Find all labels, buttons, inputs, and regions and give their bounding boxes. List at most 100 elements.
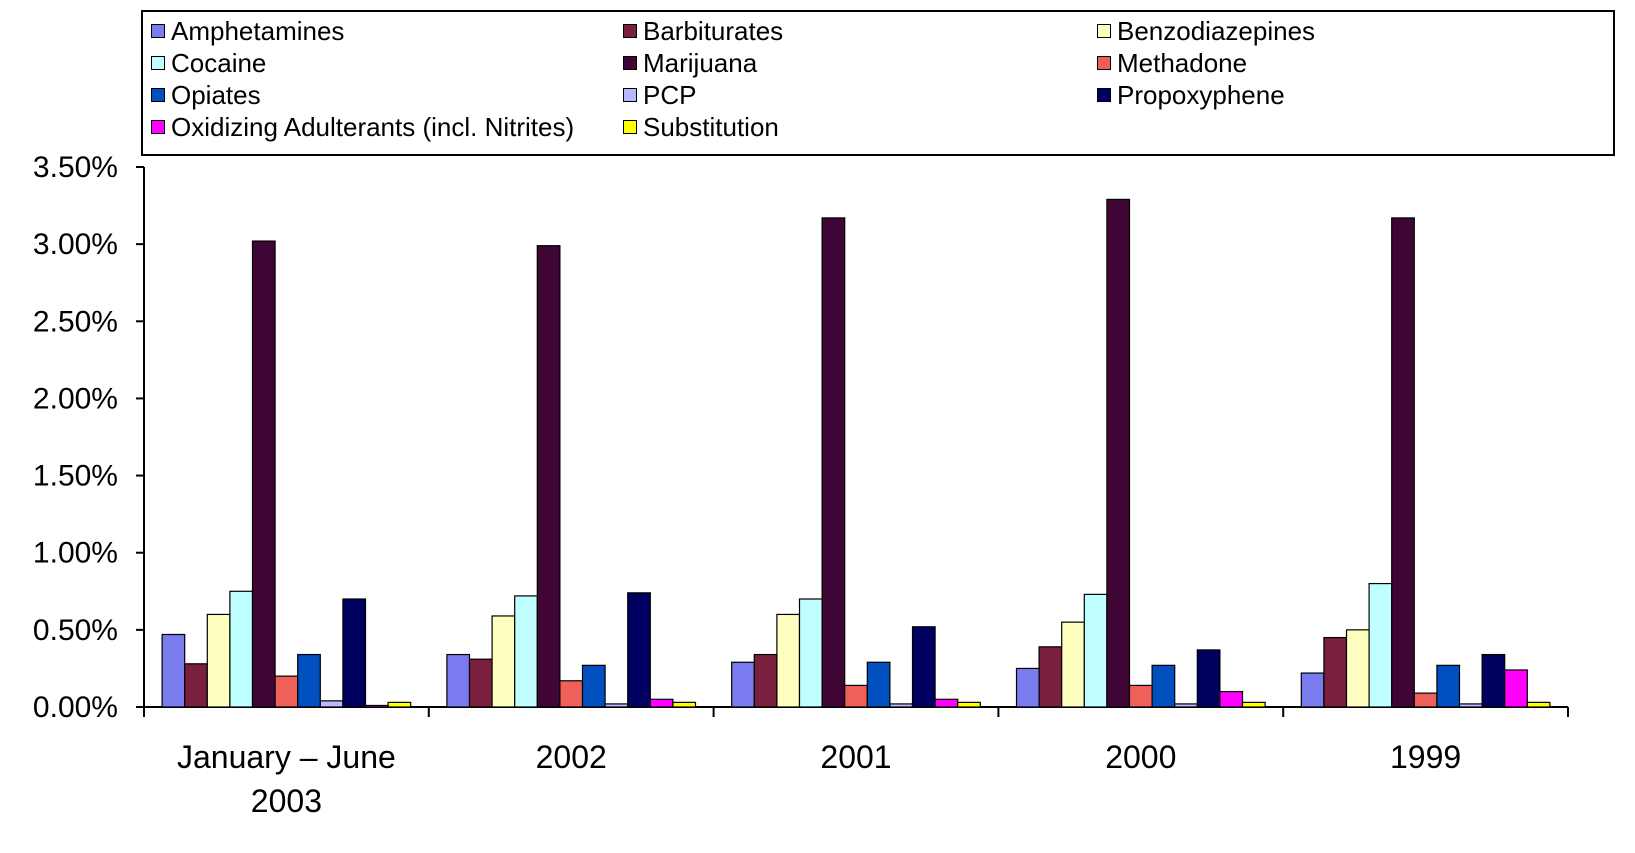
legend-item-amphetamines: Amphetamines	[151, 16, 344, 46]
bar-propoxyphene	[911, 626, 936, 708]
bar-methadone	[844, 684, 868, 708]
bar-marijuana	[536, 245, 561, 708]
legend-label: Marijuana	[643, 48, 758, 78]
y-tick-label: 3.50%	[33, 151, 118, 184]
bar-pcp	[1458, 703, 1483, 708]
x-tick-label: 2001	[820, 739, 891, 775]
legend-swatch	[1097, 88, 1111, 102]
y-tick-label: 0.00%	[33, 691, 118, 724]
legend-label: Propoxyphene	[1117, 80, 1285, 110]
x-tick-label: 1999	[1390, 739, 1461, 775]
y-tick-label: 2.50%	[33, 305, 118, 338]
y-tick-label: 3.00%	[33, 228, 118, 261]
bar-propoxyphene	[342, 598, 367, 708]
legend-label: Oxidizing Adulterants (incl. Nitrites)	[171, 112, 575, 142]
x-tick-label: January – June 2003	[177, 739, 396, 819]
bar-methadone	[1128, 684, 1153, 708]
legend-swatch	[623, 56, 637, 70]
bar-opiates	[866, 661, 891, 708]
bar-methadone	[1413, 692, 1438, 708]
legend-item-benzodiazepines: Benzodiazepines	[1097, 16, 1315, 46]
bar-cocaine	[1368, 582, 1393, 708]
bar-substitution	[672, 701, 697, 708]
bar-pcp	[319, 700, 344, 708]
legend-item-marijuana: Marijuana	[623, 48, 757, 78]
bar-propoxyphene	[1481, 653, 1506, 708]
bar-propoxyphene	[627, 592, 651, 708]
bar-substitution	[957, 701, 981, 708]
bar-amphetamines	[731, 661, 755, 708]
legend-item-propoxyphene: Propoxyphene	[1097, 80, 1285, 110]
legend-swatch	[151, 120, 165, 134]
bar-barbiturates	[184, 663, 208, 708]
bar-cocaine	[514, 595, 538, 708]
bar-marijuana	[821, 217, 846, 708]
bar-substitution	[1241, 701, 1266, 708]
bar-methadone	[559, 680, 584, 708]
legend-item-oxidizing-adulterants-incl-nitrites: Oxidizing Adulterants (incl. Nitrites)	[151, 112, 574, 142]
bar-marijuana	[251, 240, 276, 708]
bar-propoxyphene	[1196, 649, 1221, 708]
legend-label: PCP	[643, 80, 697, 110]
legend-swatch	[151, 56, 165, 70]
legend-label: Opiates	[171, 80, 261, 110]
bar-pcp	[604, 703, 629, 708]
legend-label: Barbiturates	[643, 16, 784, 46]
y-tick-label: 0.50%	[33, 614, 118, 647]
bar-oxidizing-adulterants-incl-nitrites	[1504, 669, 1528, 708]
y-tick-label: 1.50%	[33, 460, 118, 493]
bar-cocaine	[229, 590, 254, 708]
bar-pcp	[1174, 703, 1198, 708]
bar-oxidizing-adulterants-incl-nitrites	[649, 698, 674, 708]
bar-benzodiazepines	[776, 613, 801, 708]
legend-item-cocaine: Cocaine	[151, 48, 266, 78]
bar-oxidizing-adulterants-incl-nitrites	[934, 698, 959, 708]
y-tick-label: 2.00%	[33, 382, 118, 415]
bar-barbiturates	[1038, 646, 1063, 708]
legend-swatch	[151, 88, 165, 102]
legend-label: Amphetamines	[171, 16, 345, 46]
x-tick-label: 2002	[536, 739, 607, 775]
bar-cocaine	[798, 598, 823, 708]
legend-item-pcp: PCP	[623, 80, 696, 110]
bar-opiates	[581, 664, 606, 708]
bar-oxidizing-adulterants-incl-nitrites	[1219, 690, 1244, 708]
legend-item-substitution: Substitution	[623, 112, 779, 142]
bar-amphetamines	[446, 653, 471, 708]
bar-oxidizing-adulterants-incl-nitrites	[364, 704, 389, 708]
bar-barbiturates	[753, 653, 778, 708]
bar-benzodiazepines	[1345, 629, 1370, 708]
chart-legend: Amphetamines Barbiturates Benzodiazepines C…	[141, 10, 1615, 156]
bar-marijuana	[1106, 198, 1131, 708]
bar-opiates	[1436, 664, 1461, 708]
bar-benzodiazepines	[206, 613, 231, 708]
legend-swatch	[151, 24, 165, 38]
y-tick-label: 1.00%	[33, 537, 118, 570]
bar-barbiturates	[1323, 636, 1348, 708]
bar-substitution	[387, 701, 412, 708]
legend-label: Benzodiazepines	[1117, 16, 1316, 46]
legend-swatch	[623, 88, 637, 102]
legend-swatch	[1097, 24, 1111, 38]
bar-amphetamines	[1300, 672, 1325, 708]
legend-label: Cocaine	[171, 48, 267, 78]
legend-label: Methadone	[1117, 48, 1248, 78]
bar-opiates	[1151, 664, 1176, 708]
legend-swatch	[1097, 56, 1111, 70]
bar-substitution	[1526, 701, 1551, 708]
bar-amphetamines	[1015, 667, 1040, 708]
chart-bars	[161, 198, 1551, 708]
legend-swatch	[623, 120, 637, 134]
legend-item-barbiturates: Barbiturates	[623, 16, 783, 46]
bar-barbiturates	[468, 658, 493, 708]
bar-methadone	[274, 675, 299, 708]
bar-cocaine	[1083, 593, 1108, 708]
bar-benzodiazepines	[491, 615, 516, 708]
bar-opiates	[297, 653, 321, 708]
bar-benzodiazepines	[1061, 621, 1085, 708]
legend-item-opiates: Opiates	[151, 80, 261, 110]
legend-swatch	[623, 24, 637, 38]
bar-pcp	[889, 703, 914, 708]
legend-label: Substitution	[643, 112, 779, 142]
